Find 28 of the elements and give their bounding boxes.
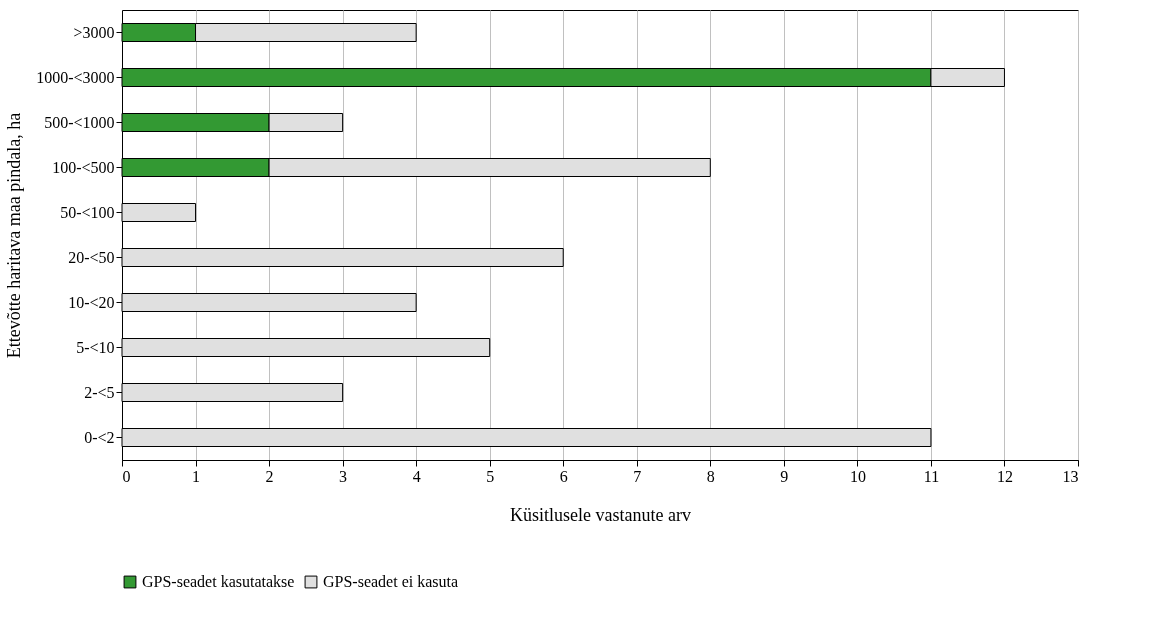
legend-label: GPS-seadet kasutatakse — [142, 573, 295, 590]
x-tick-label: 5 — [486, 467, 495, 485]
x-tick-label: 11 — [923, 467, 940, 485]
y-tick-label: 500-<1000 — [44, 113, 115, 131]
x-tick-label: 3 — [339, 467, 348, 485]
x-tick-label: 4 — [412, 467, 421, 485]
x-tick-label: 9 — [780, 467, 789, 485]
y-tick-label: 1000-<3000 — [36, 68, 115, 86]
y-tick-label: 50-<100 — [60, 203, 115, 221]
x-axis-title: Küsitlusele vastanute arv — [510, 504, 691, 525]
x-tick-label: 6 — [559, 467, 568, 485]
y-tick-label: 0-<2 — [84, 428, 115, 446]
x-tick-label: 13 — [1062, 467, 1079, 485]
y-tick-label: 100-<500 — [52, 158, 115, 176]
y-tick-label: 2-<5 — [84, 383, 115, 401]
y-tick-label: 5-<10 — [76, 338, 115, 356]
x-tick-label: 1 — [192, 467, 201, 485]
x-tick-label: 10 — [849, 467, 866, 485]
x-tick-label: 2 — [265, 467, 274, 485]
y-tick-label: 20-<50 — [68, 248, 115, 266]
x-tick-label: 7 — [633, 467, 642, 485]
y-tick-label: >3000 — [73, 23, 115, 41]
legend-label: GPS-seadet ei kasuta — [323, 573, 459, 590]
x-tick-label: 0 — [122, 467, 131, 485]
y-axis-title: Ettevõtte haritava maa pindala, ha — [4, 112, 25, 359]
x-tick-label: 8 — [706, 467, 715, 485]
x-tick-label: 12 — [996, 467, 1013, 485]
y-tick-label: 10-<20 — [68, 293, 115, 311]
